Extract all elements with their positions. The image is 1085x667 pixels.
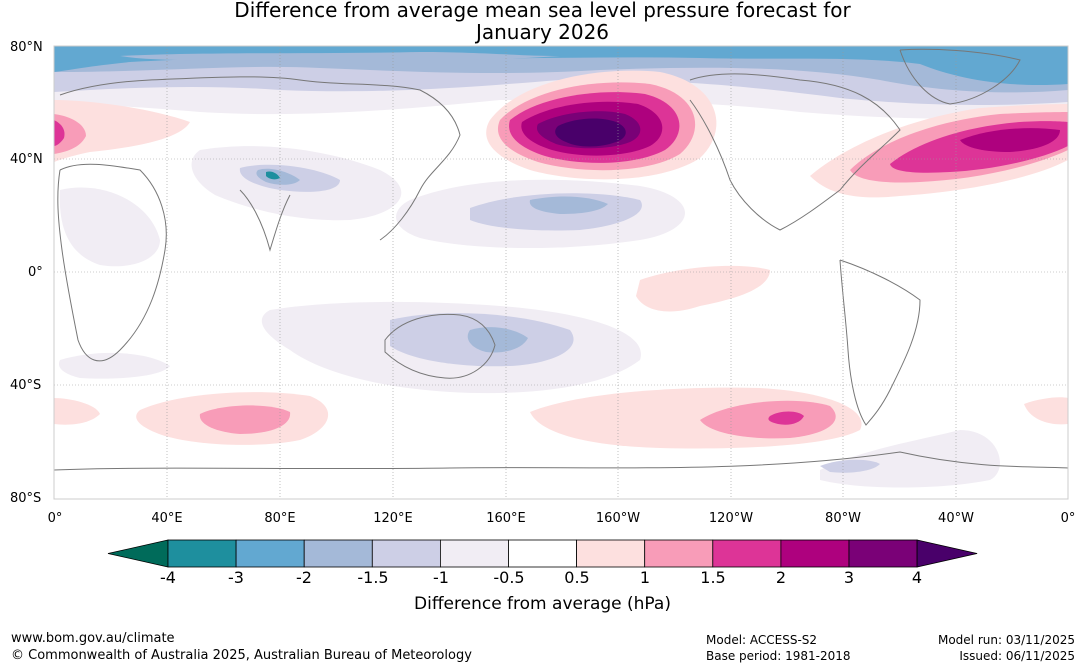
colorbar-label: 1	[639, 568, 651, 587]
footer-website: www.bom.gov.au/climate	[11, 631, 175, 646]
colorbar-swatch	[712, 539, 782, 568]
colorbar-label: 1.5	[700, 568, 726, 587]
africa-negative-light	[59, 187, 160, 267]
pacific-negative-blue	[529, 196, 608, 214]
colorbar-label: -1	[433, 568, 449, 587]
colorbar-label: -1.5	[357, 568, 389, 587]
lon-label-40w: 40°W	[938, 511, 974, 526]
lat-label-0: 0°	[28, 265, 43, 280]
map-frame	[53, 45, 1069, 500]
southern-negative-blue	[467, 327, 528, 353]
lon-label-160e: 160°E	[486, 511, 526, 526]
coastline-north-america	[689, 73, 901, 231]
colorbar-label: 2	[775, 568, 787, 587]
atlantic-positive-core	[960, 128, 1060, 152]
map-title-line-1: Difference from average mean sea level p…	[234, 0, 851, 22]
colorbar-extend-low	[107, 539, 169, 568]
colorbar-swatch	[371, 539, 441, 568]
europe-positive-light	[54, 100, 190, 162]
coastline-antarctica	[53, 451, 1069, 471]
lon-label-40e: 40°E	[151, 511, 183, 526]
coastline-africa-eurasia	[57, 76, 461, 362]
colorbar-label: 3	[843, 568, 855, 587]
colorbar-label: -4	[160, 568, 176, 587]
lon-label-80w: 80°W	[825, 511, 861, 526]
indian-negative-light	[58, 352, 170, 379]
colorbar-swatch	[848, 539, 918, 568]
lat-label-80s: 80°S	[10, 491, 42, 506]
colorbar-label: 0.5	[564, 568, 590, 587]
colorbar-label: -2	[296, 568, 312, 587]
asia-negative-core	[266, 171, 280, 180]
antarctic-negative-light	[820, 430, 1000, 488]
lon-label-0-left: 0°	[47, 511, 63, 526]
colorbar-label: -3	[228, 568, 244, 587]
lat-label-80n: 80°N	[10, 40, 43, 55]
colorbar-title: Difference from average (hPa)	[414, 594, 671, 614]
south-pacific-positive-core	[768, 411, 804, 425]
map-title-line-2: January 2026	[475, 20, 610, 44]
pacific-positive-peak	[555, 118, 626, 147]
coastline-india	[239, 189, 291, 252]
europe-positive-mid	[54, 114, 86, 154]
graticule	[54, 46, 1068, 499]
colorbar-swatch	[439, 539, 509, 568]
colorbar-swatch	[508, 539, 577, 568]
colorbar-label: -0.5	[493, 568, 525, 587]
south-west-positive-light	[54, 398, 100, 425]
footer-model-run: Model run: 03/11/2025	[937, 633, 1075, 647]
coastline-australia	[384, 313, 496, 379]
antarctic-negative-mid	[820, 459, 880, 473]
colorbar-swatch	[303, 539, 373, 568]
south-pacific-positive-mid	[700, 400, 836, 439]
footer-copyright: © Commonwealth of Australia 2025, Austra…	[11, 648, 472, 663]
lon-label-120w: 120°W	[708, 511, 754, 526]
coastline-south-america	[839, 259, 921, 426]
colorbar-extend-high	[916, 539, 978, 568]
footer-issued: Issued: 06/11/2025	[959, 649, 1075, 663]
coastline-greenland	[899, 48, 1021, 105]
colorbar-swatch	[780, 539, 850, 568]
footer-base-period: Base period: 1981-2018	[706, 649, 851, 663]
lon-label-0-right: 0°	[1060, 511, 1076, 526]
colorbar	[107, 539, 978, 568]
lon-label-160w: 160°W	[595, 511, 641, 526]
colorbar-swatch	[167, 539, 237, 568]
coastlines	[53, 48, 1069, 471]
lat-label-40s: 40°S	[10, 378, 42, 393]
colorbar-swatch	[644, 539, 714, 568]
lat-label-40n: 40°N	[10, 152, 43, 167]
anomaly-fields	[54, 46, 1068, 488]
lon-label-80e: 80°E	[264, 511, 296, 526]
footer-model: Model: ACCESS-S2	[706, 633, 818, 647]
south-indian-positive-mid	[199, 405, 291, 434]
arctic-anomaly-blue-core	[120, 52, 560, 61]
colorbar-swatch	[235, 539, 305, 568]
colorbar-swatch	[576, 539, 646, 568]
tropical-positive-light	[636, 265, 770, 312]
colorbar-label: 4	[911, 568, 923, 587]
europe-positive-core	[54, 120, 65, 146]
lon-label-120e: 120°E	[373, 511, 413, 526]
south-atlantic-positive-light	[1024, 397, 1068, 425]
